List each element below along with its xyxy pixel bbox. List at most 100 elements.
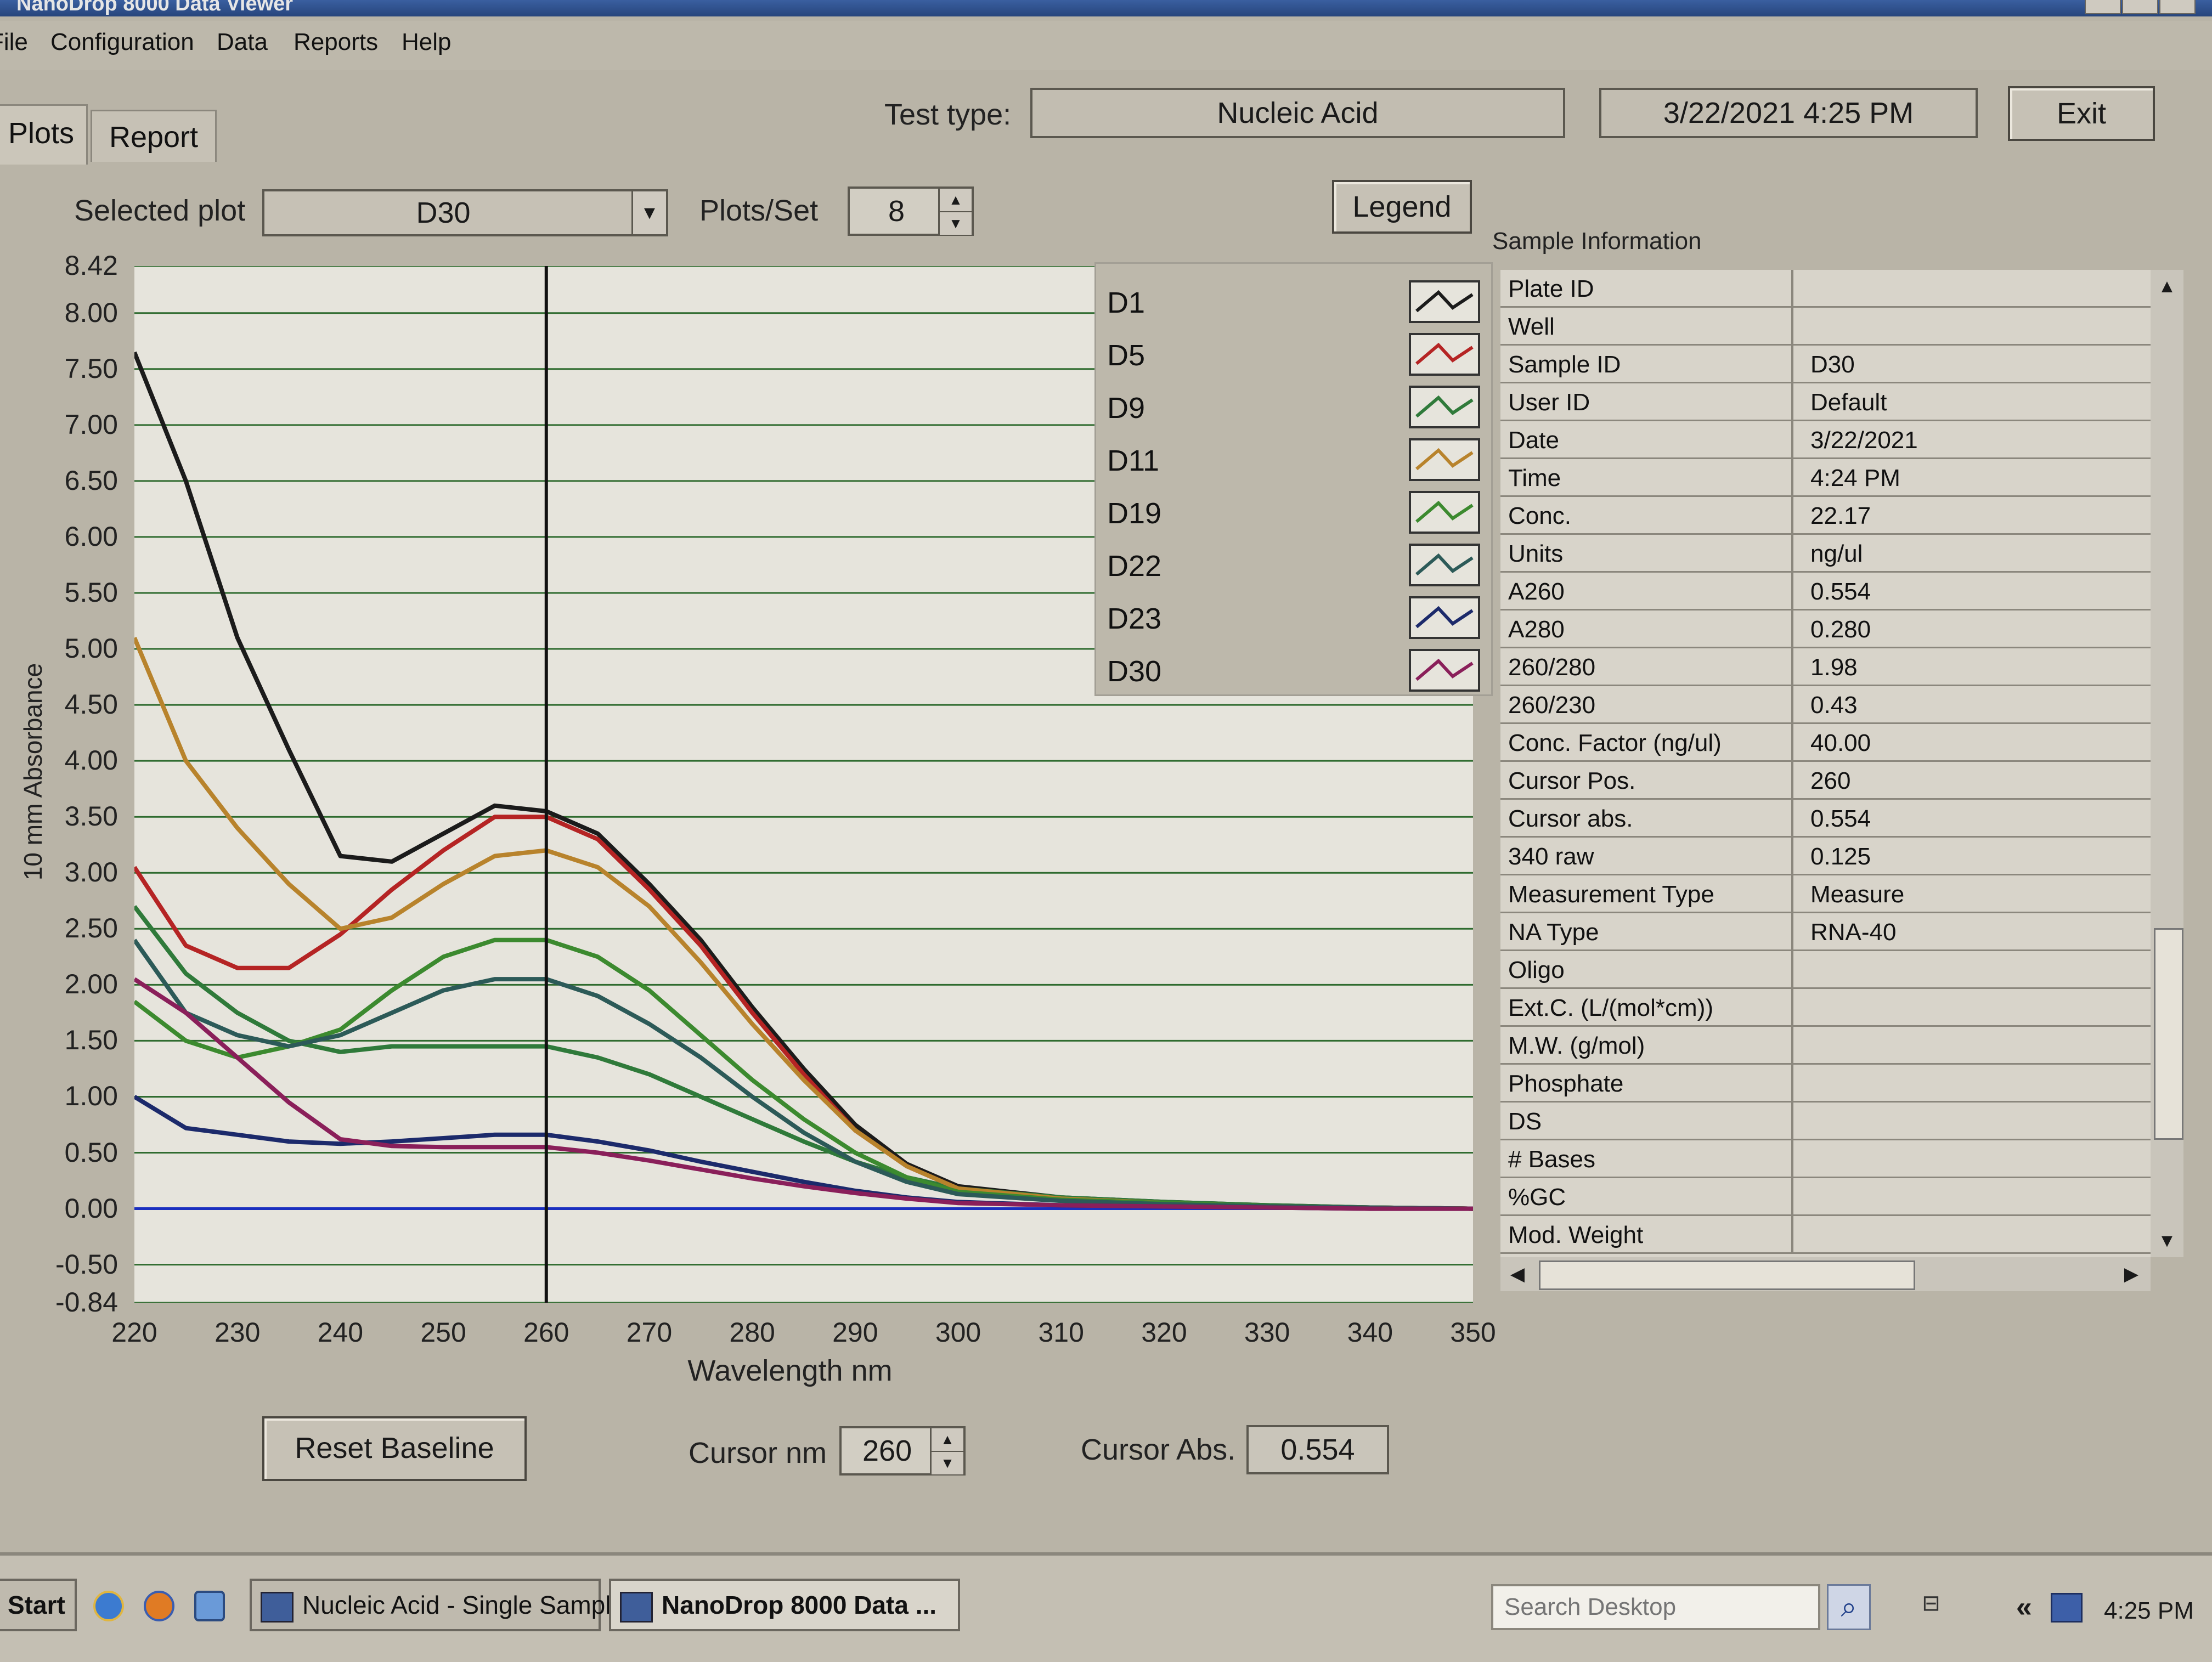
sample-info-row: DS: [1500, 1103, 2151, 1140]
sample-info-key: Cursor abs.: [1508, 805, 1633, 832]
y-tick-label: 4.50: [64, 689, 118, 720]
x-tick-label: 320: [1141, 1317, 1187, 1348]
legend-color-swatch[interactable]: [1409, 544, 1480, 586]
sample-info-value: 260: [1810, 767, 1851, 794]
y-tick-label: 6.50: [64, 465, 118, 496]
y-axis-label: 10 mm Absorbance: [19, 663, 47, 881]
tab-report[interactable]: Report: [91, 110, 217, 162]
tab-plots[interactable]: Plots: [0, 104, 88, 165]
plots-per-set-stepper[interactable]: 8 ▲ ▼: [848, 186, 974, 236]
nanodrop-app-icon: [620, 1592, 653, 1623]
sample-info-key: 260/280: [1508, 654, 1596, 681]
start-button[interactable]: Start: [0, 1579, 77, 1631]
sample-info-key: %GC: [1508, 1184, 1566, 1211]
column-divider: [1791, 875, 1793, 913]
legend-button[interactable]: Legend: [1332, 180, 1472, 234]
column-divider: [1791, 951, 1793, 989]
cursor-nm-stepper[interactable]: 260 ▲ ▼: [839, 1426, 966, 1476]
vertical-scroll-thumb[interactable]: [2154, 928, 2183, 1140]
column-divider: [1791, 1027, 1793, 1065]
window-title: NanoDrop 8000 Data Viewer: [16, 0, 294, 15]
legend-color-swatch[interactable]: [1409, 596, 1480, 639]
legend-label: D23: [1107, 602, 1162, 635]
legend-color-swatch[interactable]: [1409, 649, 1480, 692]
legend-label: D19: [1107, 497, 1162, 530]
spinner-up-icon[interactable]: ▲: [930, 1428, 963, 1451]
y-tick-label: 4.00: [64, 745, 118, 776]
sample-info-key: 260/230: [1508, 692, 1596, 719]
menu-help[interactable]: Help: [402, 29, 452, 55]
sample-info-key: Well: [1508, 313, 1555, 340]
spinner-up-icon[interactable]: ▲: [938, 189, 972, 211]
sample-info-value: Default: [1810, 389, 1887, 416]
sample-info-value: Measure: [1810, 881, 1905, 908]
task-nanodrop-viewer[interactable]: NanoDrop 8000 Data ...: [609, 1579, 960, 1631]
spinner-down-icon[interactable]: ▼: [938, 211, 972, 235]
y-tick-label: 7.50: [64, 353, 118, 384]
spinner-down-icon[interactable]: ▼: [930, 1451, 963, 1474]
tray-expand-icon[interactable]: «: [2016, 1591, 2032, 1623]
y-tick-label: 3.50: [64, 801, 118, 832]
close-window-button[interactable]: [2159, 0, 2196, 14]
menu-file[interactable]: File: [0, 29, 28, 55]
legend-color-swatch[interactable]: [1409, 386, 1480, 428]
task-nucleic-acid-label: Nucleic Acid - Single Sample: [302, 1591, 625, 1619]
sample-info-row: Cursor Pos. 260: [1500, 762, 2151, 800]
network-icon[interactable]: ⊟: [1922, 1591, 1940, 1615]
sample-info-key: DS: [1508, 1108, 1542, 1135]
firefox-icon[interactable]: [144, 1591, 174, 1621]
tray-app-icon[interactable]: [2051, 1593, 2083, 1623]
scroll-down-icon[interactable]: ▼: [2158, 1230, 2176, 1251]
x-tick-label: 310: [1038, 1317, 1084, 1348]
legend-color-swatch[interactable]: [1409, 438, 1480, 481]
legend-label: D9: [1107, 392, 1146, 425]
selected-plot-dropdown[interactable]: D30 ▼: [262, 189, 668, 236]
scroll-left-icon[interactable]: ◀: [1510, 1264, 1525, 1285]
search-desktop-input[interactable]: [1491, 1584, 1820, 1630]
search-icon[interactable]: ⌕: [1827, 1584, 1871, 1630]
series-line-d9: [134, 905, 1473, 1211]
menu-configuration[interactable]: Configuration: [50, 29, 194, 55]
x-tick-label: 220: [111, 1317, 157, 1348]
task-nucleic-acid[interactable]: Nucleic Acid - Single Sample: [250, 1579, 625, 1631]
sample-info-key: Plate ID: [1508, 275, 1594, 302]
exit-button[interactable]: Exit: [2008, 86, 2155, 141]
sample-info-row: Conc. Factor (ng/ul) 40.00: [1500, 724, 2151, 762]
vertical-scrollbar[interactable]: ▲ ▼: [2151, 270, 2183, 1257]
menu-reports[interactable]: Reports: [294, 29, 379, 55]
chevron-down-icon[interactable]: ▼: [631, 191, 666, 234]
sample-info-value: 3/22/2021: [1810, 427, 1918, 454]
sample-info-row: Units ng/ul: [1500, 535, 2151, 573]
show-desktop-icon[interactable]: [194, 1591, 225, 1621]
x-tick-label: 290: [832, 1317, 878, 1348]
series-line-d5: [134, 815, 1473, 1211]
legend-color-swatch[interactable]: [1409, 491, 1480, 534]
x-tick-label: 270: [626, 1317, 673, 1348]
sample-info-value: 22.17: [1810, 502, 1871, 529]
sample-info-value: 0.43: [1810, 692, 1858, 719]
sample-info-row: Date 3/22/2021: [1500, 421, 2151, 459]
legend-panel: D1 D5 D9 D11 D19 D22 D23 D30: [1094, 262, 1493, 696]
ie-icon[interactable]: [93, 1591, 124, 1621]
scroll-up-icon[interactable]: ▲: [2158, 276, 2176, 297]
column-divider: [1791, 1140, 1793, 1178]
legend-label: D22: [1107, 550, 1162, 583]
minimize-button[interactable]: [2085, 0, 2121, 14]
menu-data[interactable]: Data: [217, 29, 268, 55]
horizontal-scroll-thumb[interactable]: [1539, 1260, 1915, 1290]
sample-info-key: A280: [1508, 616, 1565, 643]
reset-baseline-button[interactable]: Reset Baseline: [262, 1416, 527, 1481]
column-divider: [1791, 421, 1793, 459]
horizontal-scrollbar[interactable]: ◀ ▶: [1500, 1257, 2151, 1291]
x-tick-label: 250: [420, 1317, 466, 1348]
sample-info-key: Date: [1508, 427, 1559, 454]
sample-info-key: Conc. Factor (ng/ul): [1508, 730, 1722, 756]
legend-color-swatch[interactable]: [1409, 280, 1480, 323]
sample-info-row: Ext.C. (L/(mol*cm)): [1500, 989, 2151, 1027]
scroll-right-icon[interactable]: ▶: [2124, 1264, 2139, 1285]
legend-color-swatch[interactable]: [1409, 333, 1480, 376]
sample-info-row: Cursor abs. 0.554: [1500, 800, 2151, 838]
sample-info-title: Sample Information: [1492, 228, 1702, 255]
column-divider: [1791, 270, 1793, 308]
maximize-button[interactable]: [2122, 0, 2158, 14]
